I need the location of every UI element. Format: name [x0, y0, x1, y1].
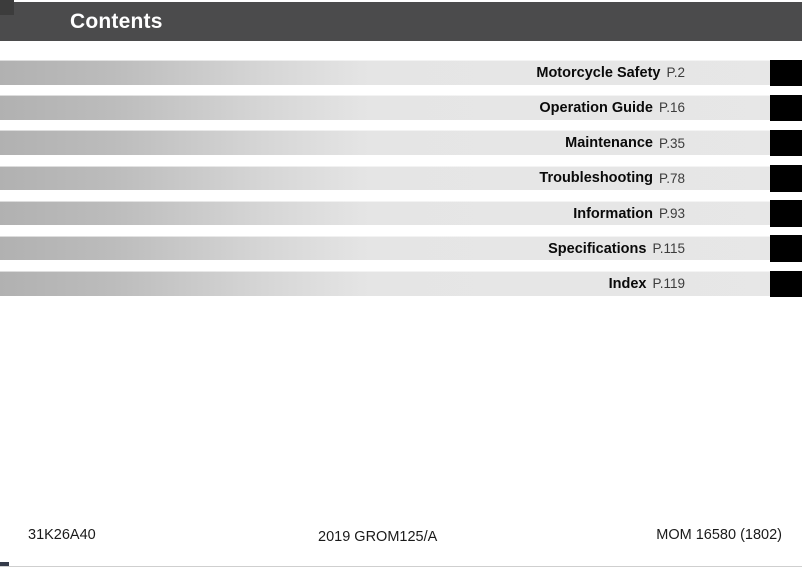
- toc-item-page: P.2: [666, 65, 685, 81]
- toc-row-operation-guide[interactable]: Operation Guide P.16: [0, 94, 802, 122]
- chapter-tab-marker: [770, 200, 802, 227]
- footer-doc-code: MOM 16580 (1802): [656, 527, 782, 543]
- toc-row-maintenance[interactable]: Maintenance P.35: [0, 129, 802, 157]
- bottom-rule: [0, 566, 802, 567]
- chapter-tab-marker: [770, 270, 802, 298]
- footer-part-number: 31K26A40: [28, 527, 96, 543]
- chapter-tab-marker: [770, 129, 802, 157]
- toc-item-page: P.16: [658, 100, 685, 116]
- toc-item-page: P.119: [652, 276, 685, 292]
- toc-row-troubleshooting[interactable]: Troubleshooting P.78: [0, 165, 802, 192]
- header-bar: Contents: [0, 2, 802, 41]
- toc-item-page: P.78: [658, 170, 685, 186]
- chapter-tab-marker: [770, 235, 802, 262]
- toc-row-motorcycle-safety[interactable]: Motorcycle Safety P.2: [0, 59, 802, 86]
- scan-artifact-mark: [0, 562, 9, 566]
- toc-item-title: Specifications: [548, 240, 647, 257]
- page-footer: 31K26A40 2019 GROM125/A MOM 16580 (1802): [0, 527, 802, 547]
- toc-item-page: P.35: [658, 135, 685, 151]
- chapter-tab-marker: [770, 59, 802, 86]
- toc-row-index[interactable]: Index P.119: [0, 270, 802, 298]
- toc-row-information[interactable]: Information P.93: [0, 200, 802, 227]
- chapter-tab-marker: [770, 94, 802, 122]
- toc-item-page: P.93: [658, 206, 685, 221]
- toc-list: Motorcycle Safety P.2 Operation Guide P.…: [0, 59, 802, 306]
- chapter-tab-marker: [770, 165, 802, 192]
- toc-item-page: P.115: [652, 241, 685, 257]
- toc-item-title: Index: [608, 275, 647, 292]
- toc-item-title: Maintenance: [565, 135, 653, 152]
- toc-item-title: Information: [573, 205, 653, 222]
- corner-mark: [0, 0, 14, 15]
- page-title: Contents: [70, 9, 163, 33]
- toc-item-title: Troubleshooting: [539, 170, 653, 187]
- toc-row-specifications[interactable]: Specifications P.115: [0, 235, 802, 262]
- toc-item-title: Operation Guide: [539, 99, 653, 116]
- footer-model-name: 2019 GROM125/A: [318, 529, 438, 545]
- toc-item-title: Motorcycle Safety: [536, 64, 661, 81]
